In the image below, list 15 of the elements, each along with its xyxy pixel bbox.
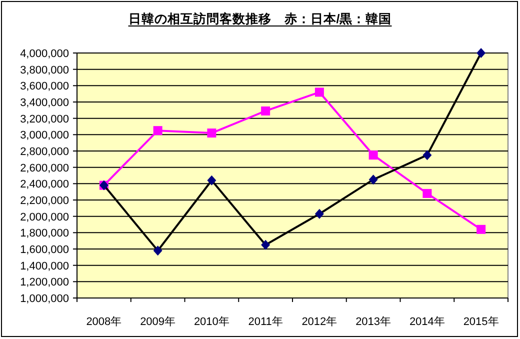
point [153, 126, 162, 136]
point [368, 150, 378, 160]
point [207, 175, 216, 186]
point [368, 174, 378, 185]
point [314, 88, 324, 97]
point [261, 106, 270, 116]
point [207, 128, 216, 138]
point [422, 150, 432, 160]
point [314, 208, 324, 219]
point [476, 48, 486, 58]
title: 日韓の相互訪問客数推移 赤：日本/黒：韓国 [128, 12, 392, 26]
point [476, 224, 486, 234]
point [153, 246, 162, 256]
point [422, 188, 432, 198]
point [261, 240, 270, 250]
